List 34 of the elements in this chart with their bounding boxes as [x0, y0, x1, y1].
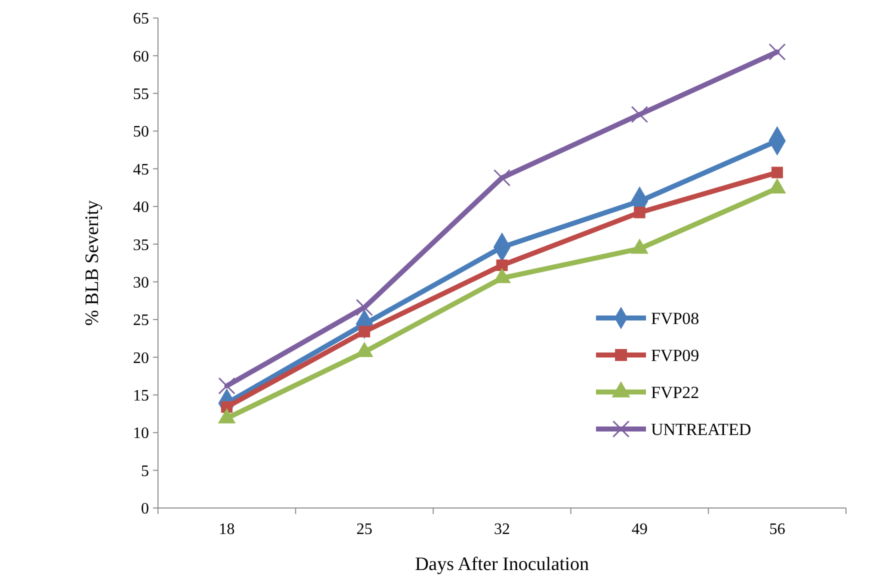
- y-tick-label: 40: [133, 199, 149, 216]
- y-tick-label: 60: [133, 48, 149, 66]
- x-tick-label: 56: [769, 521, 786, 538]
- point: [358, 326, 370, 338]
- x-tick-label: 25: [356, 521, 372, 538]
- point: [634, 206, 646, 218]
- y-tick-label: 10: [133, 425, 149, 442]
- y-tick-label: 0: [141, 500, 149, 518]
- y-axis-title: % BLB Severity: [82, 200, 103, 326]
- x-axis-title: Days After Inoculation: [414, 554, 590, 575]
- legend-label: FVP08: [651, 308, 700, 328]
- legend-label: FVP22: [651, 382, 700, 402]
- x-tick-label: 32: [494, 521, 510, 538]
- x-tick-label: 49: [632, 521, 648, 538]
- y-tick-label: 55: [133, 86, 149, 103]
- y-tick-label: 30: [133, 274, 149, 292]
- point: [631, 106, 648, 124]
- y-tick-label: 15: [133, 388, 149, 405]
- y-tick-label: 25: [133, 312, 149, 330]
- y-tick-label: 45: [133, 161, 149, 178]
- point: [218, 377, 236, 394]
- point: [768, 43, 786, 60]
- y-tick-label: 50: [133, 124, 149, 141]
- point: [771, 166, 783, 178]
- point: [493, 169, 511, 186]
- point: [496, 260, 508, 272]
- y-tick-label: 20: [133, 350, 149, 367]
- y-tick-label: 35: [133, 236, 149, 254]
- legend-label: UNTREATED: [651, 420, 752, 439]
- legend-label: FVP09: [651, 346, 700, 365]
- y-tick-label: 5: [141, 462, 149, 480]
- y-tick-label: 65: [133, 10, 149, 28]
- point: [356, 298, 373, 316]
- x-tick-label: 18: [218, 521, 235, 538]
